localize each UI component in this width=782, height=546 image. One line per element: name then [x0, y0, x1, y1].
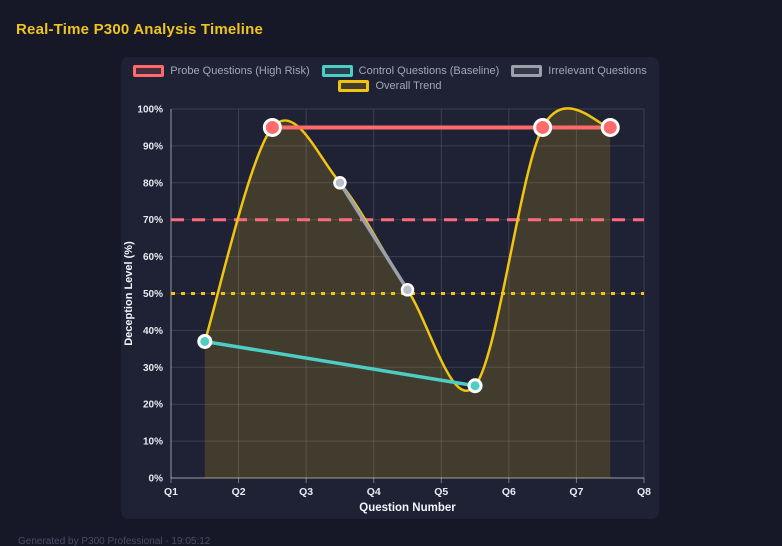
control-questions-point[interactable] [467, 378, 483, 394]
x-tick-label: Q1 [164, 486, 178, 498]
y-tick-label: 90% [143, 141, 163, 152]
control-questions-point[interactable] [197, 333, 213, 349]
legend-label: Irrelevant Questions [548, 65, 647, 77]
x-tick-label: Q3 [299, 486, 313, 498]
probe-questions-point[interactable] [600, 117, 620, 137]
chart-panel: Probe Questions (High Risk) Control Quest… [121, 57, 659, 519]
probe-questions-point[interactable] [262, 117, 282, 137]
x-axis-title: Question Number [359, 502, 456, 514]
x-tick-label: Q8 [637, 486, 651, 498]
y-tick-label: 30% [143, 363, 163, 374]
legend-label: Overall Trend [375, 80, 442, 92]
irrelevant-questions-line [338, 181, 410, 292]
x-tick-label: Q6 [502, 486, 516, 498]
legend-swatch-icon [321, 65, 353, 77]
legend-swatch-icon [133, 65, 165, 77]
y-tick-label: 70% [143, 215, 163, 226]
legend-label: Probe Questions (High Risk) [170, 65, 310, 77]
irrelevant-questions-point[interactable] [400, 283, 415, 297]
x-tick-label: Q5 [434, 486, 448, 498]
y-tick-label: 50% [143, 289, 163, 300]
y-tick-label: 20% [143, 400, 163, 411]
legend-label: Control Questions (Baseline) [358, 65, 500, 77]
probe-questions-point[interactable] [533, 117, 553, 137]
legend-item-control-questions[interactable]: Control Questions (Baseline) [321, 65, 500, 77]
p300-timeline-chart: 0% 10% 20% 30% 40% 50% 60% 70% 80% 90% 100% Q1 Q2 Q3 Q… [123, 105, 651, 514]
y-tick-label: 100% [137, 105, 163, 116]
control-questions-line [203, 339, 477, 388]
legend-item-irrelevant-questions[interactable]: Irrelevant Questions [511, 65, 647, 77]
y-tick-label: 40% [143, 326, 163, 337]
y-axis-title: Deception Level (%) [123, 241, 135, 346]
y-tick-label: 80% [143, 178, 163, 189]
x-tick-label: Q4 [367, 486, 381, 498]
legend-row: Overall Trend [338, 80, 442, 92]
generated-footer: Generated by P300 Professional - 19:05:1… [18, 536, 211, 546]
irrelevant-questions-point[interactable] [333, 176, 347, 190]
legend-item-overall-trend[interactable]: Overall Trend [338, 80, 442, 92]
legend-swatch-icon [511, 65, 543, 77]
legend-item-probe-questions[interactable]: Probe Questions (High Risk) [133, 65, 310, 77]
chart-legend: Probe Questions (High Risk) Control Quest… [121, 65, 659, 92]
y-tick-label: 0% [149, 474, 164, 485]
legend-swatch-icon [338, 80, 370, 92]
page-title: Real-Time P300 Analysis Timeline [16, 21, 264, 38]
y-tick-label: 10% [143, 437, 163, 448]
x-tick-label: Q7 [569, 486, 583, 498]
x-tick-label: Q2 [232, 486, 246, 498]
legend-row: Probe Questions (High Risk) Control Quest… [133, 65, 647, 77]
y-tick-label: 60% [143, 252, 163, 263]
